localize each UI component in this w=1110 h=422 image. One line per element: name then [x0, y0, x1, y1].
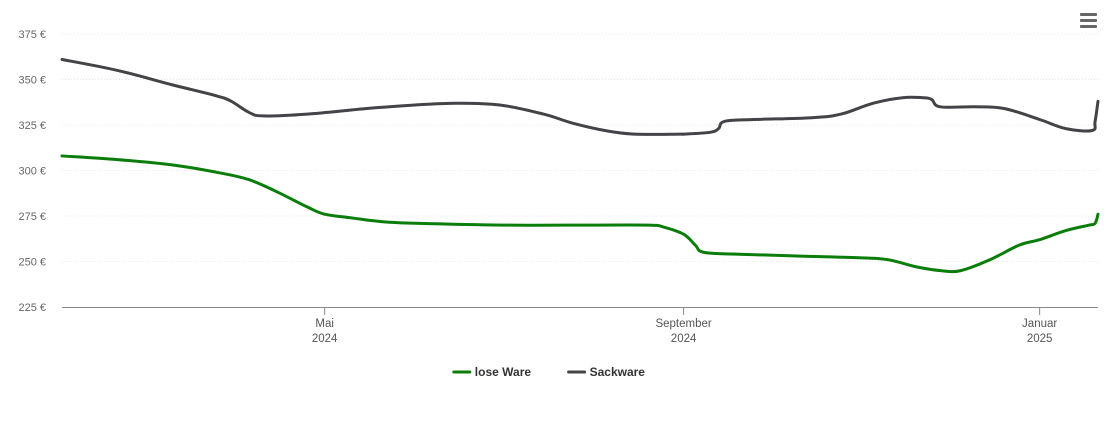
- legend-label: Sackware: [590, 365, 646, 379]
- legend-label: lose Ware: [475, 365, 532, 379]
- legend-item-lose-ware[interactable]: lose Ware: [452, 365, 532, 379]
- y-tick-label: 250 €: [18, 257, 46, 269]
- y-tick-label: 350 €: [18, 75, 46, 87]
- y-tick-label: 225 €: [18, 302, 46, 314]
- x-tick-label-year: 2024: [312, 333, 338, 345]
- x-tick-label-year: 2025: [1027, 333, 1053, 345]
- series-line-sackware: [60, 57, 1100, 136]
- chart-menu-button[interactable]: [1076, 10, 1100, 32]
- series-line-lose-ware: [60, 154, 1100, 274]
- y-axis: 225 € 250 € 275 € 300 € 325 € 350 € 375 €: [18, 29, 46, 314]
- x-tick-label: Januar: [1022, 318, 1057, 330]
- x-tick-label: September: [655, 318, 711, 330]
- y-tick-label: 275 €: [18, 211, 46, 223]
- x-axis: Mai 2024 September 2024 Januar 2025: [62, 307, 1098, 345]
- hamburger-menu-icon-bar: [1079, 25, 1097, 28]
- grid-lines: [62, 33, 1098, 262]
- hamburger-menu-icon: [1079, 13, 1097, 16]
- x-tick-label-year: 2024: [671, 333, 697, 345]
- series-lines: [60, 57, 1100, 274]
- hamburger-menu-icon-bar: [1079, 19, 1097, 22]
- legend-item-sackware[interactable]: Sackware: [567, 365, 646, 379]
- legend[interactable]: lose Ware Sackware: [452, 365, 646, 379]
- y-tick-label: 375 €: [18, 29, 46, 41]
- y-tick-label: 300 €: [18, 166, 46, 178]
- x-tick-label: Mai: [315, 318, 334, 330]
- y-tick-label: 325 €: [18, 120, 46, 132]
